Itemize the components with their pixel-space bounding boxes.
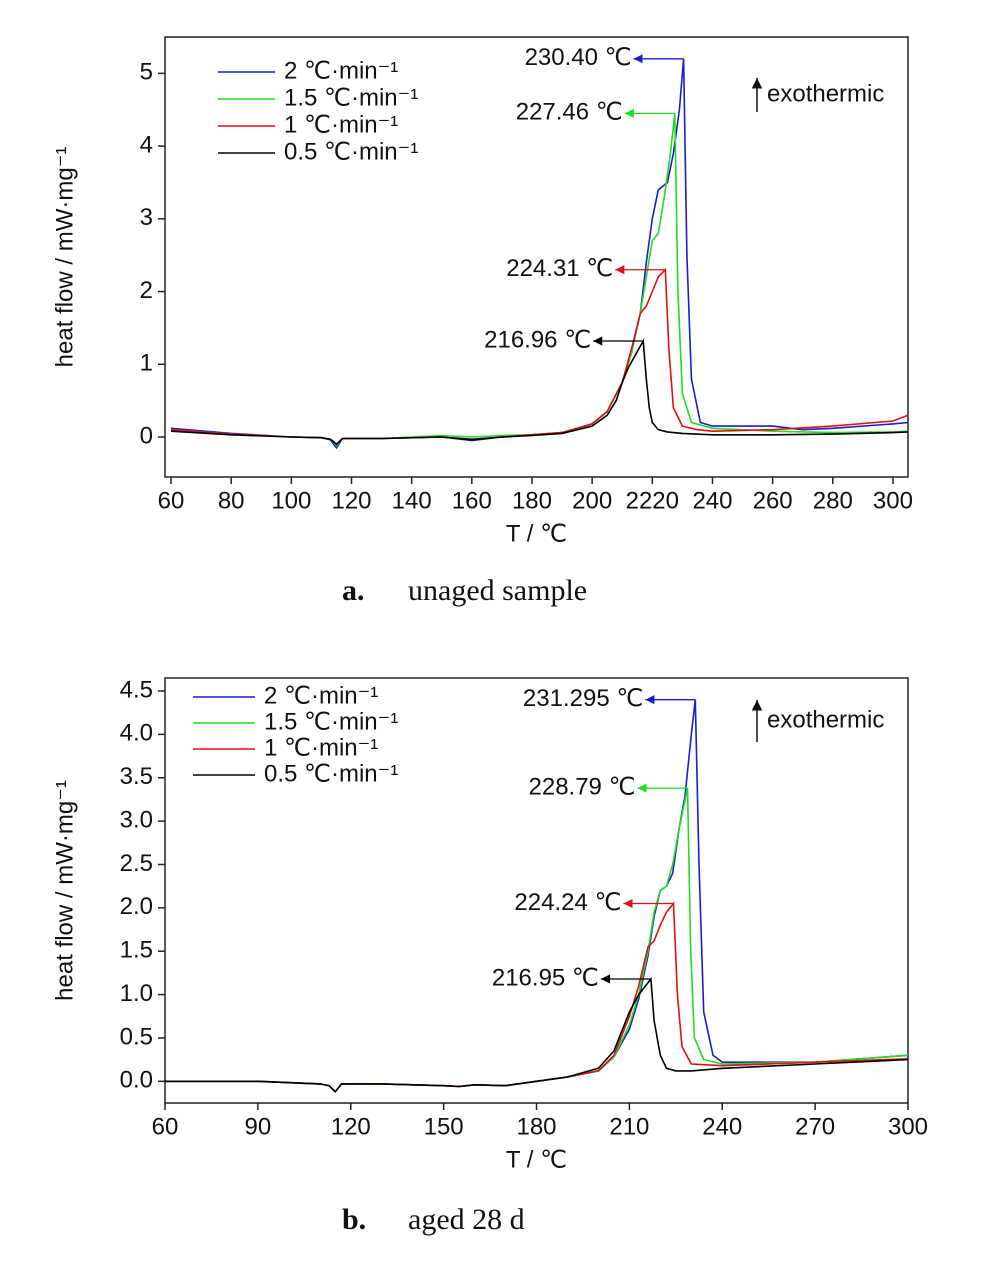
plot-frame — [164, 36, 909, 478]
note-label: exothermic — [767, 706, 884, 733]
y-axis-label: heat flow / mW·mg⁻¹ — [51, 147, 78, 368]
x-tick-label: 200 — [572, 487, 612, 514]
x-tick-label: 240 — [702, 1113, 742, 1140]
y-tick-label: 2.5 — [120, 850, 153, 877]
series-line — [170, 338, 909, 446]
y-tick-label: 1 — [140, 350, 153, 377]
y-tick-label: 3.0 — [120, 806, 153, 833]
x-tick-label: 120 — [331, 487, 371, 514]
caption-label: a. — [342, 574, 365, 607]
x-tick-label: 90 — [245, 1113, 272, 1140]
note-label: exothermic — [767, 80, 884, 107]
caption: unaged sample — [408, 574, 587, 607]
y-tick-label: 2 — [140, 277, 153, 304]
x-tick-label: 240 — [692, 487, 732, 514]
x-tick-label: 210 — [609, 1113, 649, 1140]
y-tick-label: 3 — [140, 204, 153, 231]
legend-label: 2 ℃·min⁻¹ — [284, 57, 398, 84]
y-axis-label: heat flow / mW·mg⁻¹ — [51, 780, 78, 1001]
x-tick-label: 280 — [813, 487, 853, 514]
y-tick-label: 4.5 — [120, 676, 153, 703]
y-tick-label: 4 — [140, 131, 153, 158]
annotation-label: 216.95 ℃ — [492, 964, 599, 991]
x-tick-label: 180 — [516, 1113, 556, 1140]
y-tick-label: 5 — [140, 59, 153, 86]
y-tick-label: 2.0 — [120, 893, 153, 920]
legend-label: 0.5 ℃·min⁻¹ — [284, 138, 418, 165]
x-tick-label: 160 — [452, 487, 492, 514]
annotation-label: 216.96 ℃ — [484, 326, 591, 353]
caption-label: b. — [342, 1203, 366, 1236]
series-line — [165, 901, 909, 1093]
annotation-label: 230.40 ℃ — [525, 44, 632, 71]
legend-label: 0.5 ℃·min⁻¹ — [264, 760, 398, 787]
x-tick-label: 180 — [512, 487, 552, 514]
legend-label: 1 ℃·min⁻¹ — [264, 734, 378, 761]
x-tick-label: 300 — [873, 487, 913, 514]
y-tick-label: 1.0 — [120, 980, 153, 1007]
chart: 60 80 100 120 140 160 180 200 2220 240 260 280 300 0 1… — [51, 36, 913, 607]
legend-label: 1.5 ℃·min⁻¹ — [284, 84, 418, 111]
y-tick-label: 0 — [140, 422, 153, 449]
caption: aged 28 d — [408, 1203, 525, 1236]
annotation-label: 224.31 ℃ — [506, 255, 613, 282]
x-tick-label: 60 — [158, 487, 185, 514]
series-line — [170, 267, 909, 446]
annotation-label: 224.24 ℃ — [514, 889, 621, 916]
x-tick-label: 300 — [888, 1113, 928, 1140]
x-axis-label: T / ℃ — [506, 1146, 567, 1173]
x-tick-label: 260 — [753, 487, 793, 514]
annotation-label: 231.295 ℃ — [523, 685, 643, 712]
y-tick-label: 4.0 — [120, 720, 153, 747]
legend-label: 1 ℃·min⁻¹ — [284, 111, 398, 138]
annotation-label: 227.46 ℃ — [516, 99, 623, 126]
legend-label: 2 ℃·min⁻¹ — [264, 682, 378, 709]
annotation-label: 228.79 ℃ — [529, 773, 636, 800]
x-tick-label: 2220 — [626, 487, 679, 514]
chart: 60 90 120 150 180 210 240 270 300 0.0 0.5 1.0 1.5 2.0… — [51, 676, 928, 1236]
y-tick-label: 0.5 — [120, 1023, 153, 1050]
x-tick-label: 120 — [331, 1113, 371, 1140]
legend-label: 1.5 ℃·min⁻¹ — [264, 708, 398, 735]
x-axis-label: T / ℃ — [506, 520, 567, 547]
x-tick-label: 140 — [392, 487, 432, 514]
x-tick-label: 100 — [271, 487, 311, 514]
y-tick-label: 0.0 — [120, 1067, 153, 1094]
y-tick-label: 3.5 — [120, 763, 153, 790]
x-tick-label: 150 — [424, 1113, 464, 1140]
series-line — [165, 788, 909, 1093]
series-line — [165, 976, 909, 1093]
x-tick-label: 270 — [795, 1113, 835, 1140]
y-tick-label: 1.5 — [120, 937, 153, 964]
x-tick-label: 60 — [152, 1113, 179, 1140]
x-tick-label: 80 — [218, 487, 245, 514]
